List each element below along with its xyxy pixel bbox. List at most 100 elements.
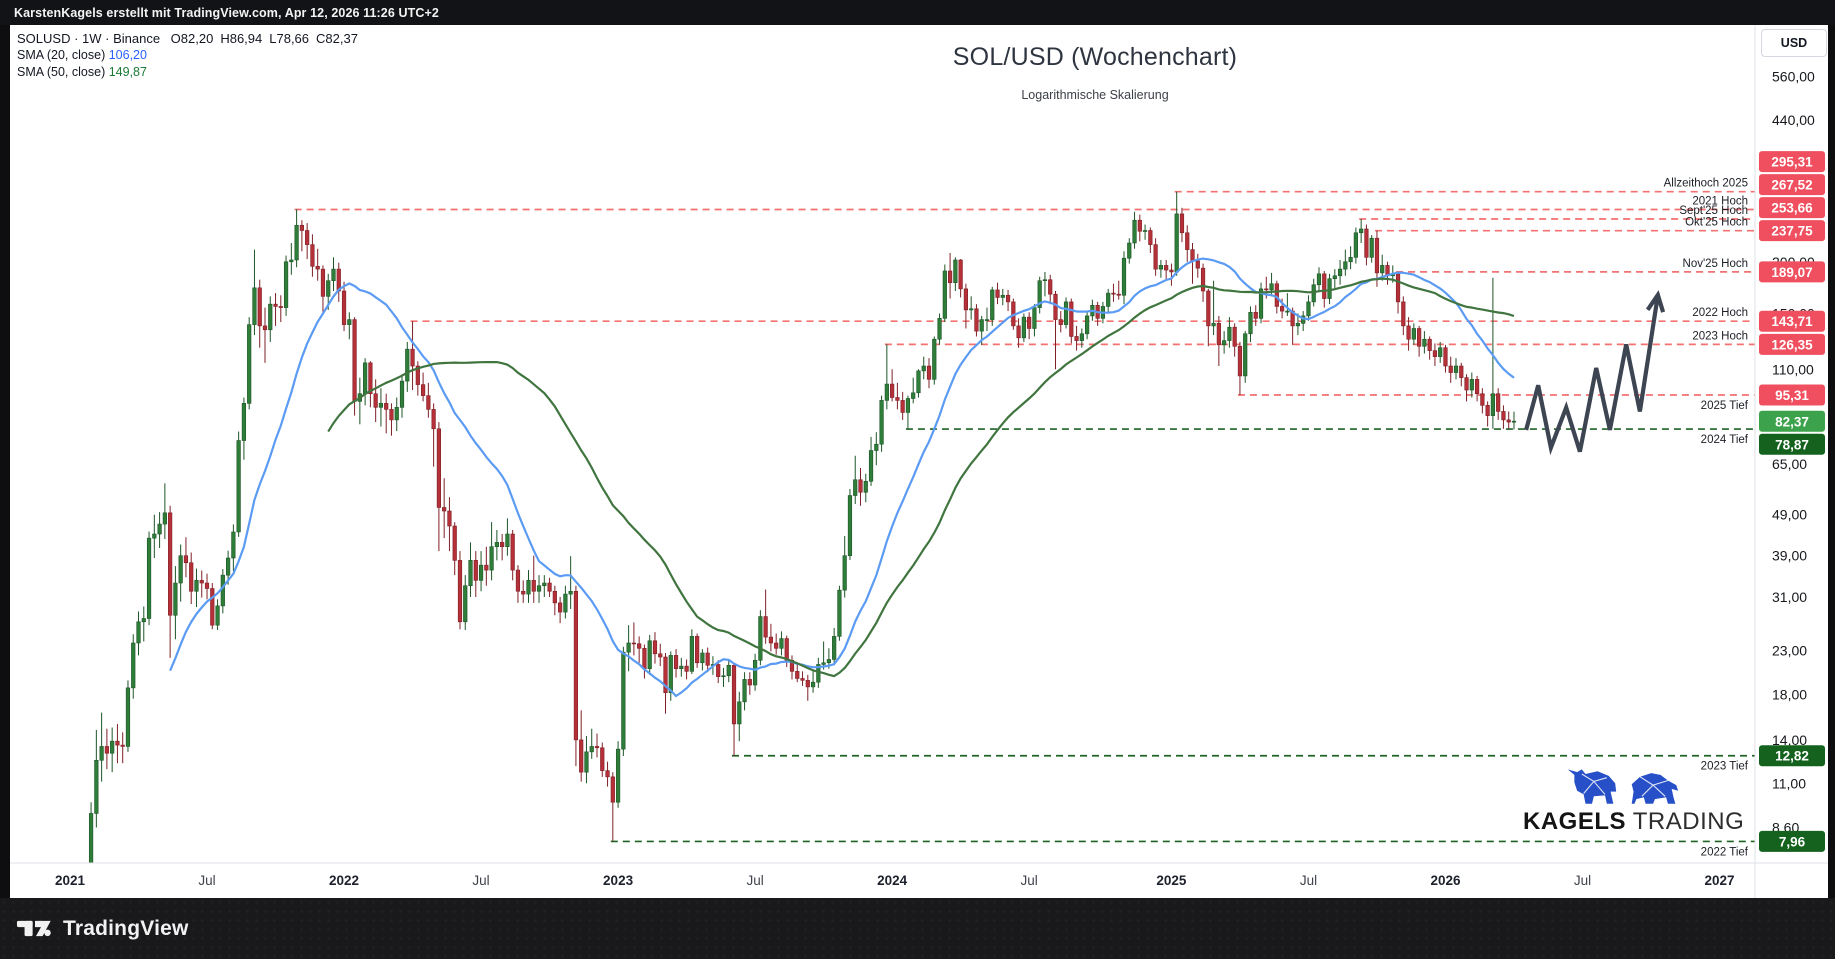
candle-body (853, 479, 858, 496)
candle-body (874, 443, 879, 451)
candle-body (1459, 365, 1464, 378)
chart-card: Allzeithoch 2025 2021 Hoch Sept'25 Hoch Okt… (10, 25, 1828, 898)
time-axis[interactable]: 2021 Jul 2022 Jul 2023 Jul 2024 Jul 2025 Jul 2026 J… (55, 873, 1735, 888)
candle-body (1337, 268, 1343, 277)
projection-zigzag-arrow (1524, 294, 1660, 456)
candle-body (231, 531, 236, 559)
legend-sma20-row[interactable]: SMA (20, close) 106,20 (17, 47, 358, 64)
candle-body (204, 582, 210, 589)
candle-body (1027, 316, 1032, 329)
legend-sma50-row[interactable]: SMA (50, close) 149,87 (17, 64, 358, 81)
candle-body (726, 664, 731, 677)
price-label-text: 237,75 (1771, 224, 1813, 239)
candle-body (1380, 265, 1385, 274)
price-tick-label: 14,00 (1772, 732, 1807, 748)
candle-body (104, 746, 109, 754)
legend-symbol-row[interactable]: SOLUSD · 1W · Binance O82,20 H86,94 L78,66… (17, 30, 358, 47)
time-tick-label: Jul (198, 873, 215, 888)
level-annotation: 2021 Hoch (1692, 195, 1748, 207)
candle-body (268, 303, 273, 331)
candle-body (847, 495, 853, 556)
tradingview-wordmark: TradingView (63, 916, 189, 940)
candle-body (1306, 301, 1311, 317)
candle-body (573, 590, 579, 741)
candle-body (489, 546, 494, 571)
level-price-axis-label: 12,82 (1759, 745, 1825, 767)
candle-body (1464, 377, 1469, 391)
price-axis[interactable]: 560,00440,00200,00150,00110,0085,0065,00… (1759, 69, 1825, 852)
candle-body (1063, 301, 1069, 325)
candle-body (1053, 293, 1058, 320)
candle-body (1453, 365, 1459, 373)
candle-body (399, 380, 405, 408)
candle-body (1042, 279, 1048, 282)
time-tick-label: 2021 (55, 873, 86, 888)
candle-body (700, 652, 705, 664)
candle-body (1432, 350, 1438, 357)
candle-body (1232, 326, 1237, 347)
candle-body (410, 348, 415, 367)
price-label-bg (1759, 261, 1825, 283)
candle-body (900, 400, 905, 413)
level-price-axis-label: 95,31 (1759, 384, 1825, 406)
level-annotation: 2022 Tief (1701, 846, 1749, 858)
candle-body (1485, 405, 1490, 416)
candle-body (1079, 333, 1084, 341)
candle-body (173, 582, 178, 616)
price-label-text: 78,87 (1775, 437, 1809, 452)
level-annotation: Allzeithoch 2025 (1664, 178, 1748, 190)
candle-body (911, 392, 916, 399)
candle-body (752, 659, 758, 686)
candle-body (858, 479, 863, 493)
open-value: O82,20 (170, 31, 214, 46)
time-tick-label: Jul (1300, 873, 1317, 888)
price-label-text: 189,07 (1771, 265, 1812, 280)
price-label-bg (1759, 333, 1825, 355)
time-tick-label: Jul (472, 873, 489, 888)
candle-body (1227, 326, 1232, 341)
price-tick-label: 39,00 (1772, 548, 1807, 564)
kagels-word-bold: KAGELS (1523, 808, 1627, 835)
price-label-text: 7,96 (1779, 834, 1806, 849)
candle-body (389, 409, 394, 421)
price-tick-label: 440,00 (1772, 112, 1815, 128)
time-tick-label: Jul (1021, 873, 1038, 888)
tradingview-logo[interactable]: TradingView (16, 916, 189, 941)
currency-unit-button[interactable]: USD (1761, 29, 1827, 57)
candle-body (141, 618, 146, 623)
candle-body (194, 580, 199, 592)
candle-body (1480, 393, 1485, 406)
time-tick-label: 2025 (1156, 873, 1187, 888)
candle-body (947, 270, 953, 284)
time-tick-label: 2022 (329, 873, 359, 888)
level-price-axis-label: 267,52 (1759, 174, 1825, 196)
candle-body (1401, 301, 1406, 327)
candle-body (1295, 323, 1301, 327)
candle-body (737, 701, 742, 725)
candle-body (1116, 293, 1121, 296)
time-tick-label: 2024 (877, 873, 908, 888)
candle-body (594, 746, 600, 749)
sma20-value: 106,20 (108, 48, 147, 62)
candle-body (1127, 242, 1132, 259)
candle-body (1348, 257, 1353, 263)
candle-body (1185, 232, 1190, 250)
candle-body (768, 636, 774, 644)
bear-icon (1631, 773, 1679, 804)
candle-body (1148, 230, 1153, 245)
candle-body (363, 362, 368, 395)
level-annotation: 2024 Tief (1701, 434, 1749, 446)
candle-body (494, 542, 499, 548)
candle-body (220, 574, 225, 607)
candle-body (731, 664, 737, 725)
candle-body (326, 280, 331, 297)
price-label-bg (1759, 310, 1825, 332)
candle-body (1169, 269, 1174, 273)
candle-body (178, 555, 183, 584)
level-annotation: 2025 Tief (1701, 400, 1749, 412)
candle-body (969, 308, 974, 311)
candle-body (563, 593, 568, 613)
candle-body (120, 744, 125, 747)
